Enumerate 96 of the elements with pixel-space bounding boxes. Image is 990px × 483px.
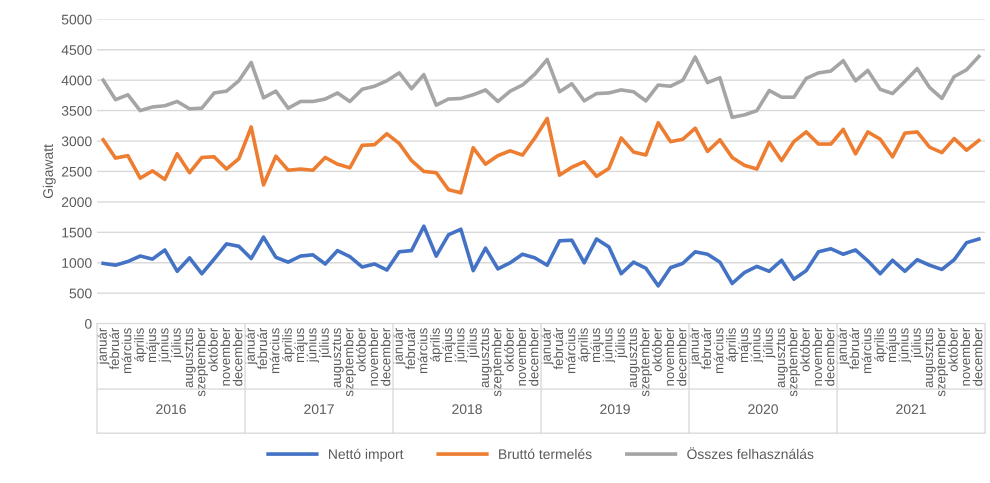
x-tick-label: december [232, 328, 242, 386]
line-series [101, 224, 981, 288]
x-tick-label: november [368, 328, 378, 386]
x-tick-label: március [714, 328, 724, 374]
x-tick-label: február [849, 328, 860, 370]
line-series [101, 54, 981, 120]
x-tick-label: december [380, 328, 390, 386]
x-tick-label: április [726, 328, 738, 362]
x-tick-label: április [578, 328, 590, 362]
x-tick-label: augusztus [184, 328, 196, 388]
x-tick-label: február [701, 328, 712, 370]
y-tick-label: 3000 [62, 136, 92, 146]
x-tick-label: július [762, 328, 776, 358]
x-tick-label: július [318, 328, 332, 358]
x-tick-label: október [652, 328, 662, 372]
x-tick-label: július [614, 328, 628, 358]
x-tick-label: augusztus [480, 328, 492, 388]
x-tick-label: június [898, 328, 912, 363]
text: 2019 [600, 404, 630, 414]
x-tick-label: június [158, 328, 172, 363]
y-tick-label: 500 [70, 288, 92, 298]
x-tick-label: augusztus [628, 328, 640, 388]
text: 2017 [304, 404, 334, 414]
x-tick-label: december [824, 328, 834, 386]
x-tick-label: október [504, 328, 514, 372]
y-tick-label: 5000 [62, 14, 92, 24]
text: 2018 [452, 404, 482, 414]
x-tick-label: április [430, 328, 442, 362]
legend-label: Összes felhasználás [687, 447, 814, 460]
x-tick-label: július [170, 328, 184, 358]
x-tick-label: november [960, 328, 970, 386]
x-tick-label: március [270, 328, 280, 374]
x-tick-label: november [812, 328, 822, 386]
x-tick-label: szeptember [788, 328, 800, 396]
x-tick-label: november [664, 328, 674, 386]
x-tick-label: október [948, 328, 958, 372]
x-tick-label: június [306, 328, 320, 363]
x-tick-label: december [676, 328, 686, 386]
x-tick-label: január [392, 328, 406, 365]
y-tick-label: 0 [84, 318, 92, 329]
x-tick-label: október [356, 328, 366, 372]
x-tick-label: május [590, 328, 603, 362]
x-tick-label: január [836, 328, 850, 365]
x-tick-label: január [540, 328, 554, 365]
x-tick-label: február [553, 328, 564, 370]
x-tick-label: április [874, 328, 886, 362]
x-tick-label: szeptember [344, 328, 356, 396]
x-tick-label: július [466, 328, 480, 358]
x-tick-label: május [146, 328, 159, 362]
x-tick-label: szeptember [640, 328, 652, 396]
legend-label: Bruttó termelés [499, 448, 592, 460]
x-tick-label: november [220, 328, 230, 386]
y-tick-label: 1500 [62, 228, 92, 238]
legend-label: Nettó import [329, 448, 404, 462]
x-tick-label: március [418, 328, 428, 374]
x-tick-label: június [602, 328, 616, 363]
x-tick-label: szeptember [196, 328, 208, 396]
x-tick-label: augusztus [924, 328, 936, 388]
y-tick-label: 1000 [62, 258, 92, 268]
x-tick-label: június [454, 328, 468, 363]
y-tick-label: 4500 [62, 45, 92, 55]
x-tick-label: május [886, 328, 899, 362]
x-tick-label: május [294, 328, 307, 362]
y-axis-title: Gigawatt [42, 144, 56, 198]
x-tick-label: május [442, 328, 455, 362]
line-series [101, 116, 981, 195]
y-tick-label: 3500 [62, 106, 92, 116]
text: 2016 [156, 404, 186, 414]
x-tick-label: február [109, 328, 120, 370]
y-tick-label: 2500 [62, 166, 92, 177]
x-tick-label: február [257, 328, 268, 370]
x-tick-label: szeptember [492, 328, 504, 396]
y-tick-label: 2000 [62, 197, 92, 208]
x-tick-label: január [244, 328, 258, 365]
x-tick-label: március [566, 328, 576, 374]
x-tick-label: március [122, 328, 132, 374]
x-tick-label: április [282, 328, 294, 362]
x-tick-label: október [800, 328, 810, 372]
x-tick-label: március [862, 328, 872, 374]
x-tick-label: február [405, 328, 416, 370]
x-tick-label: január [688, 328, 702, 365]
x-tick-label: június [750, 328, 764, 363]
x-tick-label: november [516, 328, 526, 386]
x-tick-label: április [134, 328, 146, 362]
x-tick-label: július [910, 328, 924, 358]
x-tick-label: december [972, 328, 982, 386]
x-tick-label: január [96, 328, 110, 365]
x-tick-label: december [528, 328, 538, 386]
x-tick-label: szeptember [936, 328, 948, 396]
text: 2020 [748, 404, 778, 414]
text: 2021 [896, 404, 926, 414]
x-tick-label: augusztus [332, 328, 344, 388]
x-tick-label: október [208, 328, 218, 372]
y-tick-label: 4000 [62, 76, 92, 86]
x-tick-label: augusztus [776, 328, 788, 388]
x-tick-label: május [738, 328, 751, 362]
